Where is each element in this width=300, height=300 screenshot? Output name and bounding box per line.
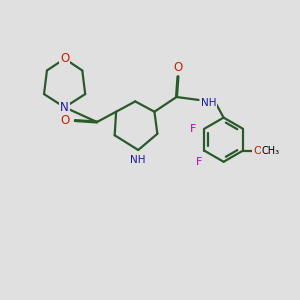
- Text: F: F: [190, 124, 196, 134]
- Text: NH: NH: [130, 155, 146, 165]
- Text: CH₃: CH₃: [262, 146, 280, 156]
- Text: O: O: [253, 146, 262, 156]
- Text: NH: NH: [201, 98, 217, 108]
- Text: F: F: [195, 157, 202, 167]
- Text: O: O: [60, 114, 69, 127]
- Text: N: N: [60, 101, 69, 114]
- Text: O: O: [173, 61, 183, 74]
- Text: O: O: [60, 52, 69, 65]
